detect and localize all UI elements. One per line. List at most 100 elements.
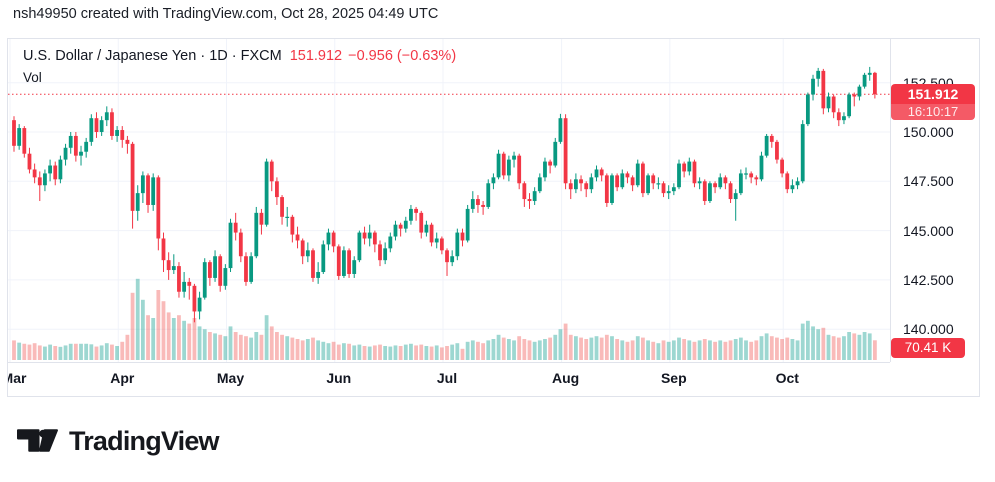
bar-countdown-timer: 16:10:17 — [891, 104, 975, 120]
candle-wick — [400, 222, 402, 237]
volume-bar — [244, 336, 248, 360]
candle-body — [326, 232, 331, 245]
candle-body — [862, 74, 867, 87]
volume-bar — [171, 318, 176, 360]
symbol-title[interactable]: U.S. Dollar / Japanese Yen · 1D · FXCM — [23, 48, 282, 64]
volume-bar — [821, 327, 826, 360]
volume-bar — [790, 339, 795, 360]
volume-bar — [166, 312, 171, 360]
candle-body — [89, 118, 94, 142]
volume-bar — [403, 344, 408, 360]
candle-body — [79, 151, 83, 156]
candle-wick — [699, 177, 701, 190]
time-axis-label: Oct — [775, 370, 799, 386]
volume-bar — [775, 337, 779, 360]
volume-bar — [852, 333, 857, 360]
volume-bar — [620, 340, 625, 360]
candle-body — [357, 232, 362, 261]
volume-bar — [677, 337, 681, 360]
volume-bar — [362, 346, 367, 360]
candle-body — [130, 143, 135, 211]
volume-bar — [177, 315, 181, 360]
candle-body — [383, 248, 388, 261]
candle-body — [718, 177, 723, 188]
volume-bar — [378, 344, 382, 360]
volume-bar — [73, 343, 78, 360]
tradingview-logo[interactable]: TradingView — [17, 426, 220, 457]
volume-bar — [53, 346, 58, 360]
volume-bar — [311, 337, 315, 360]
candle-body — [290, 216, 295, 235]
volume-bar — [733, 339, 738, 360]
candle-body — [94, 118, 99, 132]
candle-body — [434, 238, 439, 243]
candle-wick — [188, 277, 190, 300]
candle-body — [465, 208, 470, 241]
candle-body — [455, 232, 460, 257]
candle-body — [336, 246, 341, 276]
time-axis[interactable]: Mar Apr May Jun Jul Aug Sep Oct — [8, 362, 890, 396]
volume-bar — [331, 341, 336, 360]
candle-body — [331, 232, 336, 247]
volume-bar — [512, 340, 516, 360]
volume-bar — [285, 336, 290, 360]
candle-body — [275, 181, 279, 198]
volume-bar — [836, 337, 841, 360]
candle-body — [37, 177, 42, 186]
candle-body — [800, 124, 805, 182]
volume-bar — [68, 343, 73, 360]
volume-bar — [424, 346, 429, 360]
candle-body — [646, 175, 650, 194]
volume-bar — [321, 341, 326, 360]
candle-body — [99, 120, 104, 132]
candle-body — [48, 165, 52, 174]
volume-indicator-label[interactable]: Vol — [23, 70, 42, 85]
volume-bar — [697, 340, 702, 360]
candle-body — [27, 153, 32, 170]
candle-body — [207, 262, 212, 278]
candle-body — [110, 112, 114, 136]
candle-body — [501, 153, 506, 176]
candle-body — [708, 183, 712, 202]
candle-body — [532, 191, 537, 202]
volume-bar — [151, 318, 156, 360]
volume-bar — [429, 346, 434, 360]
candle-body — [316, 272, 321, 278]
volume-bar — [805, 320, 810, 360]
candle-body — [811, 78, 815, 95]
candle-body — [563, 118, 568, 184]
volume-bar — [63, 345, 68, 360]
candle-body — [120, 130, 125, 140]
candle-body — [775, 141, 779, 160]
candle-wick — [853, 92, 855, 107]
volume-bar — [553, 334, 558, 360]
volume-bar — [610, 336, 614, 360]
candle-body — [12, 120, 16, 146]
volume-bar — [305, 339, 310, 360]
time-axis-label: Sep — [660, 370, 687, 386]
candle-body — [795, 181, 800, 186]
candle-body — [187, 281, 192, 286]
candle-body — [414, 208, 418, 213]
candle-body — [821, 70, 826, 109]
candle-body — [311, 250, 315, 278]
volume-bar — [527, 340, 532, 360]
volume-bar — [104, 343, 109, 360]
candle-body — [470, 199, 475, 209]
candle-body — [151, 177, 156, 205]
volume-bar — [486, 340, 491, 360]
candle-body — [63, 147, 68, 160]
volume-bar — [388, 346, 393, 360]
candle-body — [223, 268, 228, 286]
candle-body — [372, 232, 377, 245]
candle-body — [630, 177, 635, 186]
volume-bar — [300, 340, 305, 360]
price-axis-label: 142.500 — [903, 271, 954, 288]
candle-body — [635, 163, 640, 186]
candlestick-chart[interactable] — [8, 39, 890, 362]
volume-bar — [481, 343, 486, 360]
volume-bar — [27, 344, 32, 360]
candle-body — [620, 173, 625, 188]
candle-body — [17, 128, 22, 146]
